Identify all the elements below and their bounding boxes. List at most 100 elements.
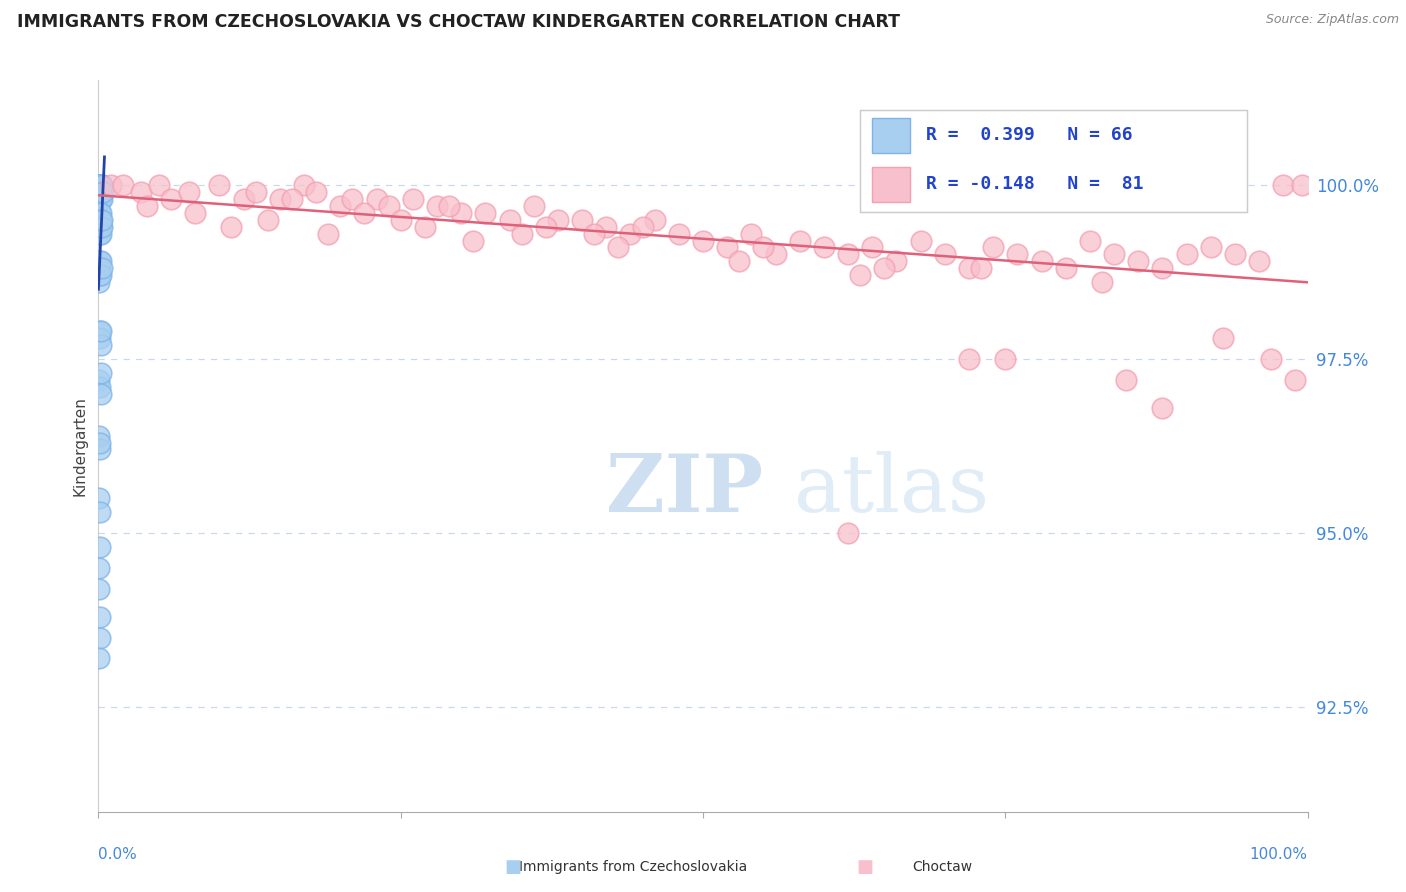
Point (89, 275, 111, 289)
Point (87, 185, 110, 199)
Point (221, 219, 243, 234)
Point (90, 192, 112, 206)
Point (245, 185, 267, 199)
Point (89, 582, 111, 596)
Point (87, 178, 110, 192)
Point (90, 178, 112, 192)
Text: R =  0.399   N = 66: R = 0.399 N = 66 (927, 126, 1133, 145)
Point (1249, 254, 1271, 268)
Point (89, 651, 111, 665)
Point (89, 373, 111, 387)
Point (1078, 234, 1101, 248)
Point (89, 505, 111, 519)
Point (981, 240, 1004, 254)
Point (316, 227, 339, 241)
Point (87, 178, 110, 192)
Text: 0.0%: 0.0% (98, 847, 138, 862)
Point (89, 491, 111, 506)
Point (184, 205, 207, 219)
Point (970, 261, 993, 276)
Text: 100.0%: 100.0% (1250, 847, 1308, 862)
Point (547, 212, 569, 227)
Point (89, 435, 111, 450)
Point (90, 338, 112, 352)
Point (89, 185, 111, 199)
Point (1284, 373, 1306, 387)
Point (89, 380, 111, 394)
Point (89, 178, 111, 192)
Point (160, 192, 183, 206)
Point (90, 178, 112, 192)
Point (571, 212, 593, 227)
Point (90, 219, 112, 234)
Point (89, 192, 111, 206)
Point (91, 178, 114, 192)
Point (1272, 178, 1295, 192)
Point (89, 178, 111, 192)
Point (402, 192, 425, 206)
Point (716, 240, 738, 254)
Point (90, 185, 112, 199)
Point (90, 227, 112, 241)
Point (90, 178, 112, 192)
Point (89, 185, 111, 199)
Point (90, 212, 112, 227)
Point (886, 254, 908, 268)
Point (90, 205, 112, 219)
Point (111, 178, 134, 192)
Point (90, 268, 112, 283)
Point (100, 178, 122, 192)
Point (437, 199, 460, 213)
Point (90, 254, 112, 268)
Point (89, 178, 111, 192)
Point (510, 227, 533, 241)
Point (89, 540, 111, 554)
Text: IMMIGRANTS FROM CZECHOSLOVAKIA VS CHOCTAW KINDERGARTEN CORRELATION CHART: IMMIGRANTS FROM CZECHOSLOVAKIA VS CHOCTA… (17, 13, 900, 31)
Text: atlas: atlas (793, 450, 988, 529)
Point (873, 261, 896, 276)
Point (523, 199, 546, 213)
Point (90, 185, 112, 199)
Point (89, 254, 111, 268)
Point (860, 240, 883, 254)
Bar (872, 118, 911, 153)
Point (366, 192, 388, 206)
Point (934, 247, 956, 261)
Point (256, 212, 278, 227)
Point (463, 234, 485, 248)
Point (148, 178, 170, 192)
Point (837, 526, 859, 541)
Point (90, 178, 112, 192)
Point (619, 227, 641, 241)
Point (910, 234, 932, 248)
Point (1102, 247, 1125, 261)
Point (89, 227, 111, 241)
Point (631, 219, 654, 234)
Point (89, 631, 111, 645)
Point (90, 185, 112, 199)
Point (1223, 247, 1246, 261)
Point (1115, 373, 1137, 387)
Point (692, 234, 714, 248)
Point (1031, 254, 1053, 268)
Point (89, 324, 111, 338)
Text: R = -0.148   N =  81: R = -0.148 N = 81 (927, 176, 1143, 194)
Point (89, 178, 111, 192)
Point (849, 268, 872, 283)
Point (450, 205, 472, 219)
Point (329, 199, 352, 213)
Point (89, 205, 111, 219)
Point (135, 199, 157, 213)
Point (208, 178, 231, 192)
Point (1007, 247, 1029, 261)
Point (813, 240, 835, 254)
Point (89, 261, 111, 276)
Point (377, 199, 399, 213)
Text: Choctaw: Choctaw (912, 860, 972, 874)
Point (87, 212, 110, 227)
Point (90, 192, 112, 206)
Point (765, 247, 787, 261)
Point (269, 192, 291, 206)
Text: Source: ZipAtlas.com: Source: ZipAtlas.com (1265, 13, 1399, 27)
Point (595, 219, 617, 234)
